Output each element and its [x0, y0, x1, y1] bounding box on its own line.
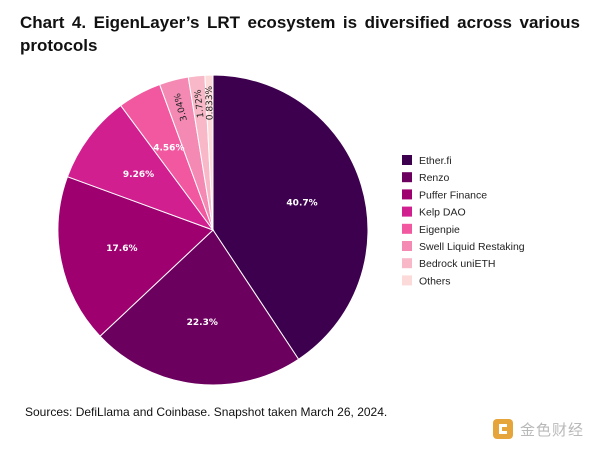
watermark-text: 金色财经 — [519, 420, 584, 439]
slice-label-puffer-finance: 17.6% — [106, 244, 137, 254]
pie-slice-renzo — [99, 229, 300, 386]
source-note: Sources: DefiLlama and Coinbase. Snapsho… — [25, 405, 388, 419]
legend-label-eigenpie: Eigenpie — [419, 224, 460, 236]
legend-swatch-renzo — [402, 172, 412, 183]
slice-label-bedrock-unieth: 1.72% — [193, 88, 206, 118]
legend-label-swell-liquid-restaking: Swell Liquid Restaking — [419, 241, 525, 253]
chart-title: Chart 4. EigenLayer’s LRT ecosystem is d… — [20, 13, 580, 55]
gold-cube-logo-icon — [492, 419, 513, 439]
legend: Ether.fi Renzo Puffer Finance Kelp DAO Eigen… — [402, 155, 525, 287]
legend-label-ether-fi: Ether.fi — [419, 155, 452, 167]
slice-label-ether-fi: 40.7% — [286, 199, 317, 209]
slice-label-others: 0.833% — [205, 85, 216, 120]
legend-label-puffer-finance: Puffer Finance — [419, 189, 487, 201]
legend-swatch-kelp-dao — [402, 206, 412, 217]
legend-swatch-swell-liquid-restaking — [402, 241, 412, 251]
legend-label-bedrock-unieth: Bedrock uniETH — [419, 258, 495, 270]
pie-slice-kelp-dao — [66, 104, 215, 232]
legend-swatch-ether-fi — [402, 155, 412, 165]
legend-label-kelp-dao: Kelp DAO — [419, 207, 466, 219]
slice-label-eigenpie: 4.56% — [153, 144, 184, 154]
slice-label-renzo: 22.3% — [187, 318, 218, 328]
legend-swatch-others — [402, 275, 412, 286]
watermark: 金色财经 — [491, 417, 584, 441]
legend-swatch-bedrock-unieth — [402, 258, 412, 269]
pie-slice-puffer-finance — [57, 176, 214, 337]
legend-label-renzo: Renzo — [419, 172, 450, 184]
legend-label-others: Others — [419, 275, 451, 287]
pie-slice-others — [204, 74, 214, 231]
slice-label-kelp-dao: 9.26% — [123, 170, 154, 180]
legend-swatch-eigenpie — [402, 223, 412, 234]
legend-swatch-puffer-finance — [402, 189, 412, 200]
